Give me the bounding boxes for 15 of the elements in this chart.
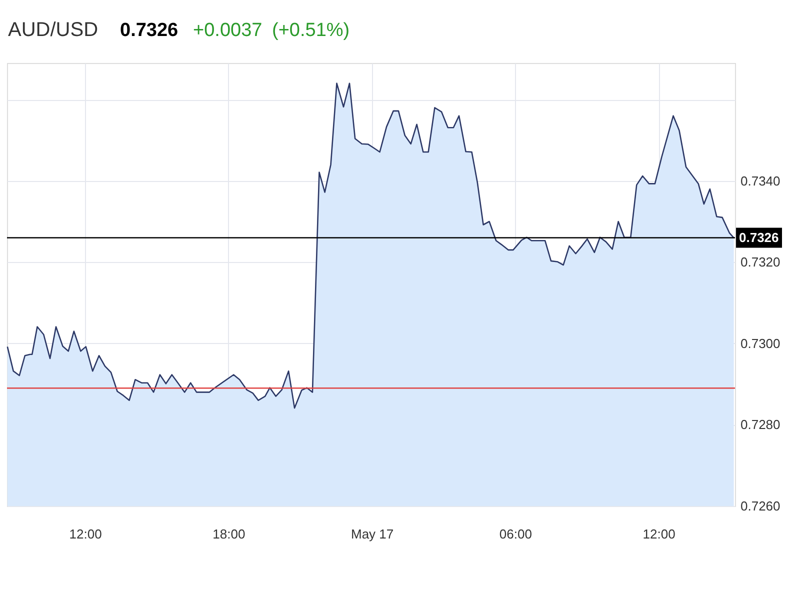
y-tick-label: 0.7340 — [740, 173, 780, 188]
x-tick-label: 18:00 — [212, 526, 246, 542]
y-tick-label: 0.7280 — [740, 417, 780, 432]
text: 0.7326 — [120, 20, 178, 41]
x-tick-label: 12:00 — [69, 526, 102, 542]
x-tick-label: 12:00 — [642, 526, 676, 542]
x-tick-label: 06:00 — [499, 526, 532, 542]
text: (+0.51%) — [272, 20, 350, 41]
chart-title: AUD/USD — [8, 19, 98, 41]
y-tick-label: 0.7320 — [740, 254, 780, 270]
y-tick-label: 0.7300 — [740, 336, 780, 351]
ref-line-label: 0.7326 — [739, 230, 779, 245]
x-tick-label: May 17 — [350, 526, 394, 542]
text: +0.0037 — [193, 20, 262, 41]
y-tick-label: 0.7260 — [740, 498, 780, 514]
